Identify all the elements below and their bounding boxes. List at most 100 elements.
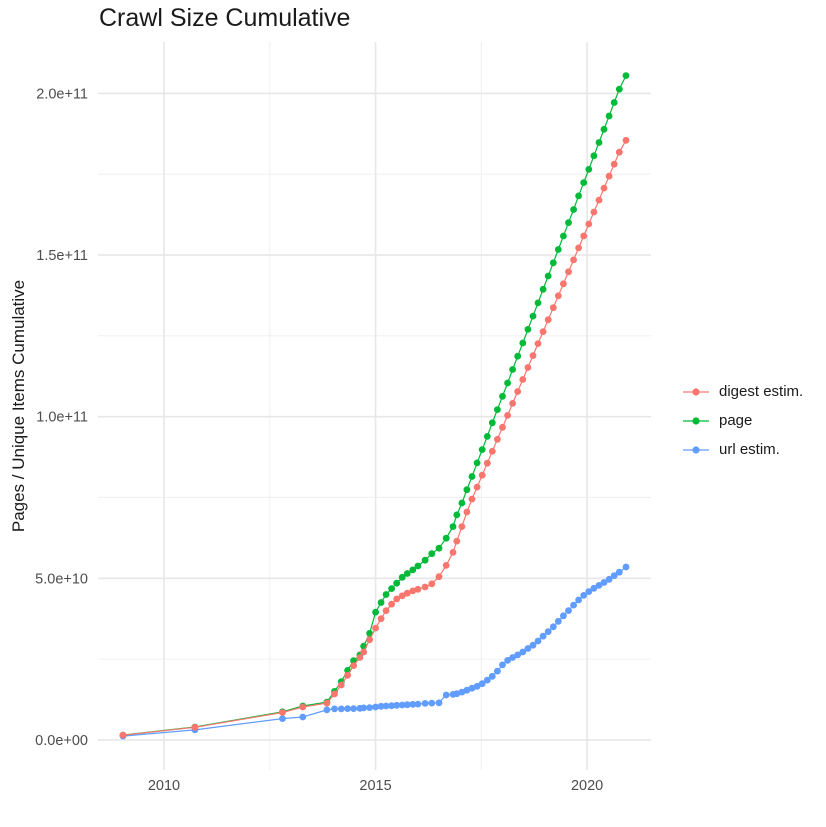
data-point [393, 579, 401, 587]
data-point [580, 232, 588, 240]
data-point [514, 388, 522, 395]
data-point [565, 219, 572, 227]
y-tick-label: 2.0e+11 [36, 86, 88, 102]
data-point [622, 563, 630, 571]
data-point [299, 713, 307, 721]
axis-tick-labels: 2010 2015 2020 0.0e+00 5.0e+10 1.0e+11 1.5e+11… [35, 86, 603, 794]
x-tick-label: 2015 [359, 778, 391, 794]
data-point [478, 446, 486, 453]
data-point [499, 661, 506, 669]
series-line [122, 140, 627, 736]
data-point [488, 419, 496, 427]
data-point [398, 573, 406, 581]
data-point [585, 166, 593, 173]
gridlines-major [98, 42, 651, 770]
data-point [366, 704, 373, 711]
y-axis-title: Pages / Unique Items Cumulative [9, 279, 28, 533]
data-point [468, 473, 476, 480]
data-point [414, 562, 422, 570]
data-point [539, 285, 547, 293]
data-point [435, 699, 443, 707]
data-point [382, 591, 390, 598]
data-point [442, 534, 450, 542]
legend-key-icon [683, 416, 709, 425]
legend-key-icon [683, 387, 709, 396]
data-point [610, 160, 618, 168]
data-point [499, 392, 506, 400]
data-point [590, 152, 598, 160]
data-point [409, 566, 417, 574]
data-point [600, 579, 608, 586]
data-point [337, 705, 345, 713]
data-point [494, 406, 501, 413]
data-point [191, 723, 199, 731]
data-point [449, 549, 457, 556]
data-point [421, 700, 429, 707]
legend-label: url estim. [719, 441, 780, 458]
legend-entry-digest-estim-: digest estim. [683, 377, 803, 406]
data-point [549, 623, 557, 631]
data-point [483, 433, 491, 440]
data-point [403, 589, 411, 597]
data-point [428, 580, 436, 588]
data-point [560, 232, 567, 240]
data-point [409, 587, 417, 595]
data-point [605, 112, 613, 120]
data-point [610, 99, 618, 106]
legend-label: digest estim. [719, 383, 804, 400]
data-point [403, 570, 411, 577]
data-point [600, 125, 608, 133]
data-point [565, 268, 572, 276]
data-point [388, 585, 395, 592]
data-point [509, 654, 516, 661]
data-point [377, 599, 385, 606]
data-point [509, 366, 516, 373]
data-point [575, 244, 582, 252]
legend-label: page [719, 412, 753, 429]
data-point [360, 704, 368, 712]
data-point [388, 600, 395, 608]
data-point [585, 588, 593, 595]
data-point [360, 648, 368, 656]
data-point [478, 471, 486, 479]
data-point [382, 702, 390, 710]
data-point [549, 259, 557, 267]
data-point [463, 486, 471, 494]
x-tick-label: 2020 [571, 778, 603, 794]
data-point [414, 585, 422, 593]
data-point [350, 662, 357, 669]
data-point [473, 483, 481, 491]
data-point [575, 192, 582, 200]
data-point [453, 537, 461, 545]
data-point [323, 706, 331, 714]
data-point [435, 544, 443, 552]
data-point [534, 340, 542, 347]
data-point [398, 701, 406, 709]
data-point [473, 459, 481, 467]
data-point [393, 595, 401, 603]
data-point [488, 672, 496, 680]
data-point [468, 495, 476, 503]
data-point [350, 657, 357, 665]
data-point [458, 523, 466, 530]
data-point [398, 592, 406, 600]
data-point [453, 511, 461, 519]
data-point [504, 412, 511, 419]
data-point [529, 352, 537, 359]
data-point [483, 459, 491, 467]
data-point [488, 447, 496, 455]
data-point [544, 628, 552, 635]
data-point [590, 208, 598, 216]
data-point [580, 592, 588, 599]
data-point [468, 684, 476, 692]
data-point [356, 654, 364, 661]
y-tick-label: 5.0e+10 [35, 571, 88, 587]
data-point [463, 508, 471, 516]
data-point [605, 575, 613, 583]
data-point [549, 304, 557, 312]
data-point [580, 179, 588, 187]
data-point [377, 615, 385, 623]
data-point [344, 671, 351, 679]
data-point [554, 292, 562, 300]
